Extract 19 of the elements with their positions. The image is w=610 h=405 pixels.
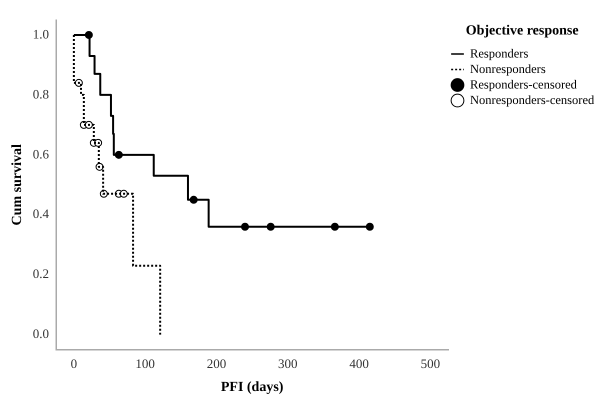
x-tick-label: 200	[206, 356, 226, 371]
x-tick-label: 400	[349, 356, 369, 371]
legend-label: Nonresponders-censored	[470, 92, 596, 107]
x-tick-label: 300	[278, 356, 298, 371]
x-tick-label: 0	[70, 356, 78, 371]
y-tick-label: 0.2	[32, 266, 50, 282]
x-tick-label: 500	[420, 356, 440, 371]
y-tick-label: 0.4	[32, 206, 50, 222]
x-tick-label: 100	[135, 356, 155, 371]
legend-title: Objective response	[466, 24, 579, 39]
legend-label: Responders	[470, 46, 528, 60]
y-tick-label: 0.8	[32, 86, 50, 102]
y-tick-label: 1.0	[32, 26, 50, 42]
legend-label: Nonresponders	[470, 62, 546, 76]
y-tick-label: 0.0	[32, 326, 50, 342]
y-axis-title: Cum survival	[10, 144, 26, 226]
y-tick-label: 0.6	[32, 146, 50, 162]
legend-label: Responders-censored	[470, 77, 578, 92]
x-axis-title: PFI (days)	[220, 380, 284, 396]
